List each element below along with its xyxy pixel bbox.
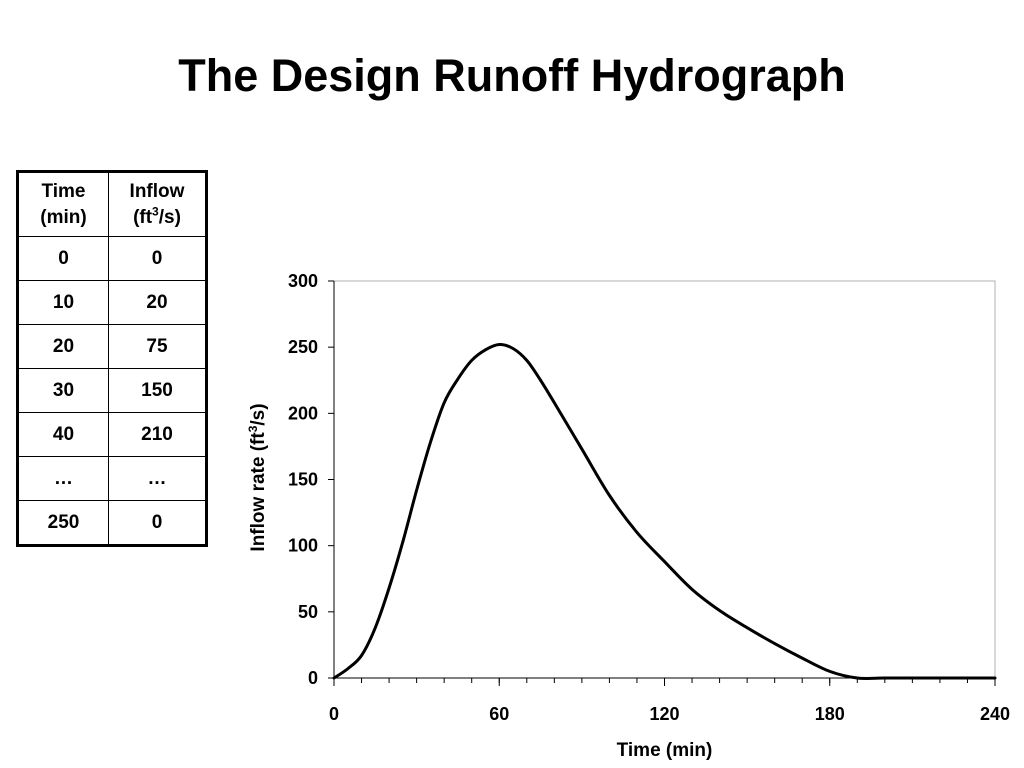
inflow-cell: 0 (108, 236, 207, 281)
page-title: The Design Runoff Hydrograph (178, 50, 846, 101)
series-layer (332, 343, 997, 680)
header-inflow-line2: (ft (133, 206, 153, 228)
x-tick-label: 120 (649, 704, 679, 724)
plot-frame (333, 280, 996, 679)
y-tick-label: 250 (288, 337, 318, 357)
inflow-cell: 75 (108, 324, 207, 369)
table-row: 30 150 (17, 368, 207, 413)
x-tick-label: 0 (329, 704, 339, 724)
header-inflow-line1: Inflow (129, 180, 185, 202)
time-cell: 30 (17, 368, 109, 413)
x-tick-label: 60 (489, 704, 509, 724)
y-tick-label: 100 (288, 536, 318, 556)
x-tick-label: 180 (815, 704, 845, 724)
y-axis-label-sup: 3 (246, 425, 260, 432)
time-cell: 40 (17, 412, 109, 457)
plot-area (333, 280, 996, 679)
header-inflow-after: /s) (158, 206, 181, 228)
tick-labels: 0 50 100 150 200 250 300 0 60 120 180 240 (288, 271, 1010, 724)
inflow-cell: 0 (108, 500, 207, 546)
time-cell: 0 (17, 236, 109, 281)
time-cell: 250 (17, 500, 109, 546)
table-row: 0 0 (17, 236, 207, 281)
y-tick-label: 50 (298, 602, 318, 622)
header-time-line1: Time (41, 180, 86, 202)
table-row: 40 210 (17, 412, 207, 457)
axis-ticks (328, 280, 996, 686)
table-header-inflow: Inflow (ft3/s) (108, 171, 207, 237)
time-cell: 10 (17, 280, 109, 325)
y-tick-label: 150 (288, 470, 318, 490)
time-cell: … (17, 456, 109, 501)
header-time-line2: (min) (40, 206, 87, 228)
x-axis-label: Time (min) (617, 740, 713, 761)
table-row: 20 75 (17, 324, 207, 369)
y-axis-label-post: /s) (248, 403, 269, 425)
x-tick-label: 240 (980, 704, 1010, 724)
y-tick-label: 0 (308, 668, 318, 688)
table-row: … … (17, 456, 207, 501)
y-axis-label-pre: Inflow rate (ft (248, 432, 269, 552)
y-tick-label: 200 (288, 403, 318, 423)
y-axis-label: Inflow rate (ft3/s) (246, 403, 269, 551)
header-inflow-sup: 3 (152, 204, 159, 219)
y-tick-label: 300 (288, 271, 318, 291)
inflow-cell: 150 (108, 368, 207, 413)
table-row: 250 0 (17, 500, 207, 546)
inflow-cell: … (108, 456, 207, 501)
time-cell: 20 (17, 324, 109, 369)
inflow-cell: 210 (108, 412, 207, 457)
inflow-series-line (332, 343, 997, 680)
inflow-data-table: Time (min) Inflow (ft3/s) 0 0 10 20 20 7… (16, 170, 208, 547)
